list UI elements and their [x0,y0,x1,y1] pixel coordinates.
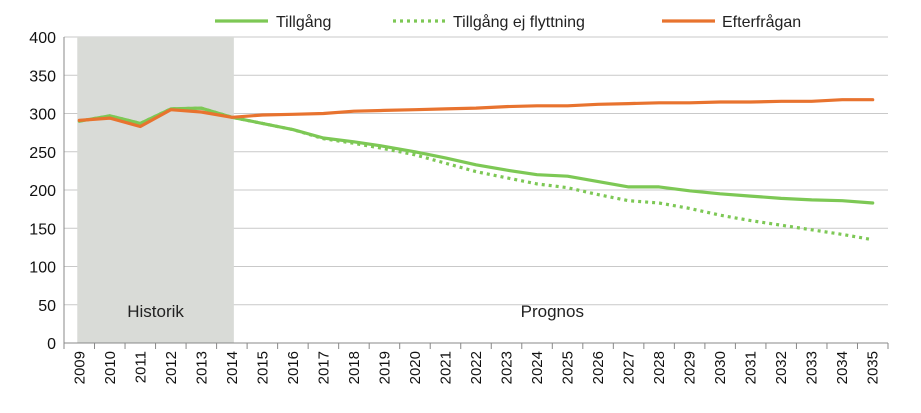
x-tick-label: 2009 [71,351,88,384]
shaded-region [77,37,234,343]
x-tick-label: 2012 [163,351,180,384]
x-tick-label: 2022 [468,351,485,384]
y-tick-label: 50 [38,298,56,315]
x-tick-label: 2014 [224,351,241,384]
x-tick-label: 2032 [773,351,790,384]
y-tick-label: 150 [29,221,56,238]
legend: Tillgång Tillgång ej flyttning Efterfrågan [215,13,801,31]
y-tick-label: 400 [29,30,56,47]
x-tick-label: 2030 [712,351,729,384]
historic-shade [77,37,234,343]
y-tick-label: 300 [29,107,56,124]
x-tick-label: 2027 [621,351,638,384]
axes: 0 50 100 150 200 250 300 350 400 2009 2010 2011 2012… [29,30,889,384]
x-tick-label: 2034 [834,351,851,384]
legend-label: Efterfrågan [722,13,801,31]
x-tick-label: 2020 [407,351,424,384]
series-lines [77,98,875,242]
legend-item: Tillgång [215,13,331,31]
annotation-historik: Historik [127,302,184,321]
y-tick-label: 350 [29,68,56,85]
x-tick-label: 2018 [346,351,363,384]
x-tick-label: 2011 [132,351,149,383]
series-line [77,98,875,129]
x-tick-label: 2010 [102,351,119,384]
x-tick-label: 2016 [285,351,302,384]
x-tick-label: 2033 [804,351,821,384]
legend-item: Efterfrågan [662,13,801,31]
x-tick-label: 2025 [560,351,577,384]
x-tick-label: 2023 [499,351,516,384]
y-tick-label: 200 [29,183,56,200]
legend-label: Tillgång ej flyttning [453,13,585,31]
x-tick-label: 2035 [865,351,882,384]
x-tick-label: 2024 [529,351,546,384]
legend-item: Tillgång ej flyttning [393,13,585,31]
x-tick-label: 2029 [682,351,699,384]
series-line [79,106,873,242]
x-tick-label: 2015 [254,351,271,384]
x-tick-label: 2019 [376,351,393,384]
x-tick-label: 2031 [743,351,760,384]
x-tick-label: 2021 [437,351,454,384]
annotation-prognos: Prognos [521,302,584,321]
annotations: Historik Prognos [127,302,584,321]
x-tick-label: 2028 [651,351,668,384]
y-tick-label: 250 [29,145,56,162]
x-tick-label: 2026 [590,351,607,384]
x-tick-label: 2013 [193,351,210,384]
y-tick-label: 0 [47,336,56,353]
legend-label: Tillgång [276,13,331,31]
series-line [77,106,875,205]
y-tick-label: 100 [29,260,56,277]
x-tick-label: 2017 [315,351,332,384]
